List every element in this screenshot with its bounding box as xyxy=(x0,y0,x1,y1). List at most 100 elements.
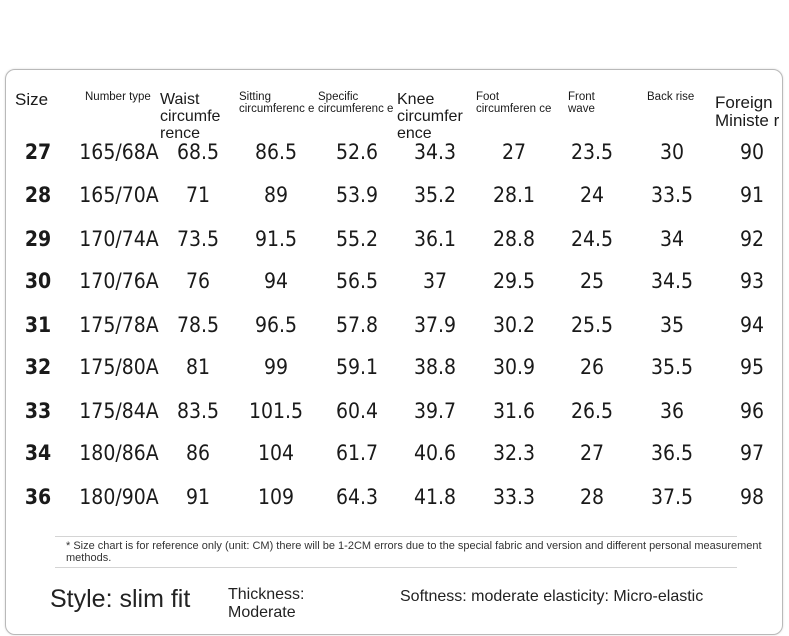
cell-foreign: 96 xyxy=(739,399,765,423)
cell-sitting: 99 xyxy=(263,355,289,379)
cell-waist: 83.5 xyxy=(176,399,220,423)
cell-back-rise: 30 xyxy=(659,140,685,164)
cell-back-rise: 34.5 xyxy=(650,269,694,293)
cell-foreign: 97 xyxy=(739,441,765,465)
cell-size: 36 xyxy=(24,485,52,509)
cell-back-rise: 36.5 xyxy=(650,441,694,465)
cell-back-rise: 35.5 xyxy=(650,355,694,379)
cell-specific: 64.3 xyxy=(335,485,379,509)
cell-front-wave: 24 xyxy=(579,183,605,207)
cell-waist: 71 xyxy=(185,183,211,207)
cell-number-type: 170/76A xyxy=(79,269,159,293)
cell-size: 31 xyxy=(24,313,52,337)
cell-number-type: 175/84A xyxy=(79,399,159,423)
cell-waist: 78.5 xyxy=(176,313,220,337)
cell-number-type: 180/90A xyxy=(79,485,159,509)
cell-size: 28 xyxy=(24,183,52,207)
cell-sitting: 109 xyxy=(257,485,295,509)
divider-bottom xyxy=(55,567,737,568)
cell-number-type: 165/70A xyxy=(79,183,159,207)
cell-foreign: 92 xyxy=(739,227,765,251)
style-label: Style: slim fit xyxy=(50,585,191,613)
cell-size: 30 xyxy=(24,269,52,293)
cell-foreign: 93 xyxy=(739,269,765,293)
cell-foreign: 94 xyxy=(739,313,765,337)
cell-foot: 28.1 xyxy=(492,183,536,207)
cell-front-wave: 26 xyxy=(579,355,605,379)
cell-foreign: 91 xyxy=(739,183,765,207)
cell-sitting: 86.5 xyxy=(254,140,298,164)
cell-sitting: 89 xyxy=(263,183,289,207)
cell-foot: 28.8 xyxy=(492,227,536,251)
cell-size: 34 xyxy=(24,441,52,465)
cell-specific: 56.5 xyxy=(335,269,379,293)
cell-sitting: 94 xyxy=(263,269,289,293)
measurement-note: * Size chart is for reference only (unit… xyxy=(66,540,762,564)
cell-size: 33 xyxy=(24,399,52,423)
cell-specific: 57.8 xyxy=(335,313,379,337)
cell-specific: 55.2 xyxy=(335,227,379,251)
cell-foot: 27 xyxy=(501,140,527,164)
cell-knee: 37.9 xyxy=(413,313,457,337)
header-knee: Knee circumfer ence xyxy=(397,91,463,142)
cell-waist: 68.5 xyxy=(176,140,220,164)
size-chart-card xyxy=(5,69,783,635)
cell-sitting: 104 xyxy=(257,441,295,465)
header-foot: Foot circumferen ce xyxy=(476,91,552,116)
cell-knee: 36.1 xyxy=(413,227,457,251)
cell-specific: 59.1 xyxy=(335,355,379,379)
header-sitting: Sitting circumferenc e xyxy=(239,91,315,116)
cell-back-rise: 37.5 xyxy=(650,485,694,509)
cell-foreign: 90 xyxy=(739,140,765,164)
cell-specific: 52.6 xyxy=(335,140,379,164)
cell-front-wave: 25.5 xyxy=(570,313,614,337)
header-front-wave: Front wave xyxy=(568,91,595,116)
cell-foot: 29.5 xyxy=(492,269,536,293)
cell-front-wave: 25 xyxy=(579,269,605,293)
cell-sitting: 96.5 xyxy=(254,313,298,337)
cell-knee: 37 xyxy=(422,269,448,293)
cell-number-type: 165/68A xyxy=(79,140,159,164)
cell-front-wave: 23.5 xyxy=(570,140,614,164)
cell-specific: 53.9 xyxy=(335,183,379,207)
cell-foot: 32.3 xyxy=(492,441,536,465)
header-specific: Specific circumferenc e xyxy=(318,91,394,116)
cell-back-rise: 36 xyxy=(659,399,685,423)
cell-knee: 34.3 xyxy=(413,140,457,164)
cell-knee: 41.8 xyxy=(413,485,457,509)
cell-specific: 61.7 xyxy=(335,441,379,465)
cell-knee: 40.6 xyxy=(413,441,457,465)
cell-number-type: 175/78A xyxy=(79,313,159,337)
cell-front-wave: 27 xyxy=(579,441,605,465)
divider-top xyxy=(55,536,737,537)
cell-sitting: 101.5 xyxy=(248,399,304,423)
cell-back-rise: 35 xyxy=(659,313,685,337)
cell-back-rise: 33.5 xyxy=(650,183,694,207)
cell-waist: 81 xyxy=(185,355,211,379)
cell-size: 27 xyxy=(24,140,52,164)
cell-front-wave: 24.5 xyxy=(570,227,614,251)
cell-back-rise: 34 xyxy=(659,227,685,251)
cell-waist: 73.5 xyxy=(176,227,220,251)
cell-sitting: 91.5 xyxy=(254,227,298,251)
softness-label: Softness: moderate elasticity: Micro-ela… xyxy=(400,588,704,605)
cell-foreign: 98 xyxy=(739,485,765,509)
cell-number-type: 170/74A xyxy=(79,227,159,251)
cell-front-wave: 28 xyxy=(579,485,605,509)
cell-knee: 39.7 xyxy=(413,399,457,423)
header-back-rise: Back rise xyxy=(647,91,695,103)
cell-foot: 31.6 xyxy=(492,399,536,423)
cell-number-type: 175/80A xyxy=(79,355,159,379)
header-foreign: Foreign Ministe r xyxy=(715,93,780,130)
cell-knee: 38.8 xyxy=(413,355,457,379)
cell-foreign: 95 xyxy=(739,355,765,379)
thickness-label: Thickness: Moderate xyxy=(228,586,305,621)
header-number-type: Number type xyxy=(85,91,151,103)
cell-knee: 35.2 xyxy=(413,183,457,207)
cell-waist: 86 xyxy=(185,441,211,465)
cell-foot: 30.2 xyxy=(492,313,536,337)
cell-number-type: 180/86A xyxy=(79,441,159,465)
cell-foot: 30.9 xyxy=(492,355,536,379)
cell-foot: 33.3 xyxy=(492,485,536,509)
header-size: Size xyxy=(15,90,49,109)
